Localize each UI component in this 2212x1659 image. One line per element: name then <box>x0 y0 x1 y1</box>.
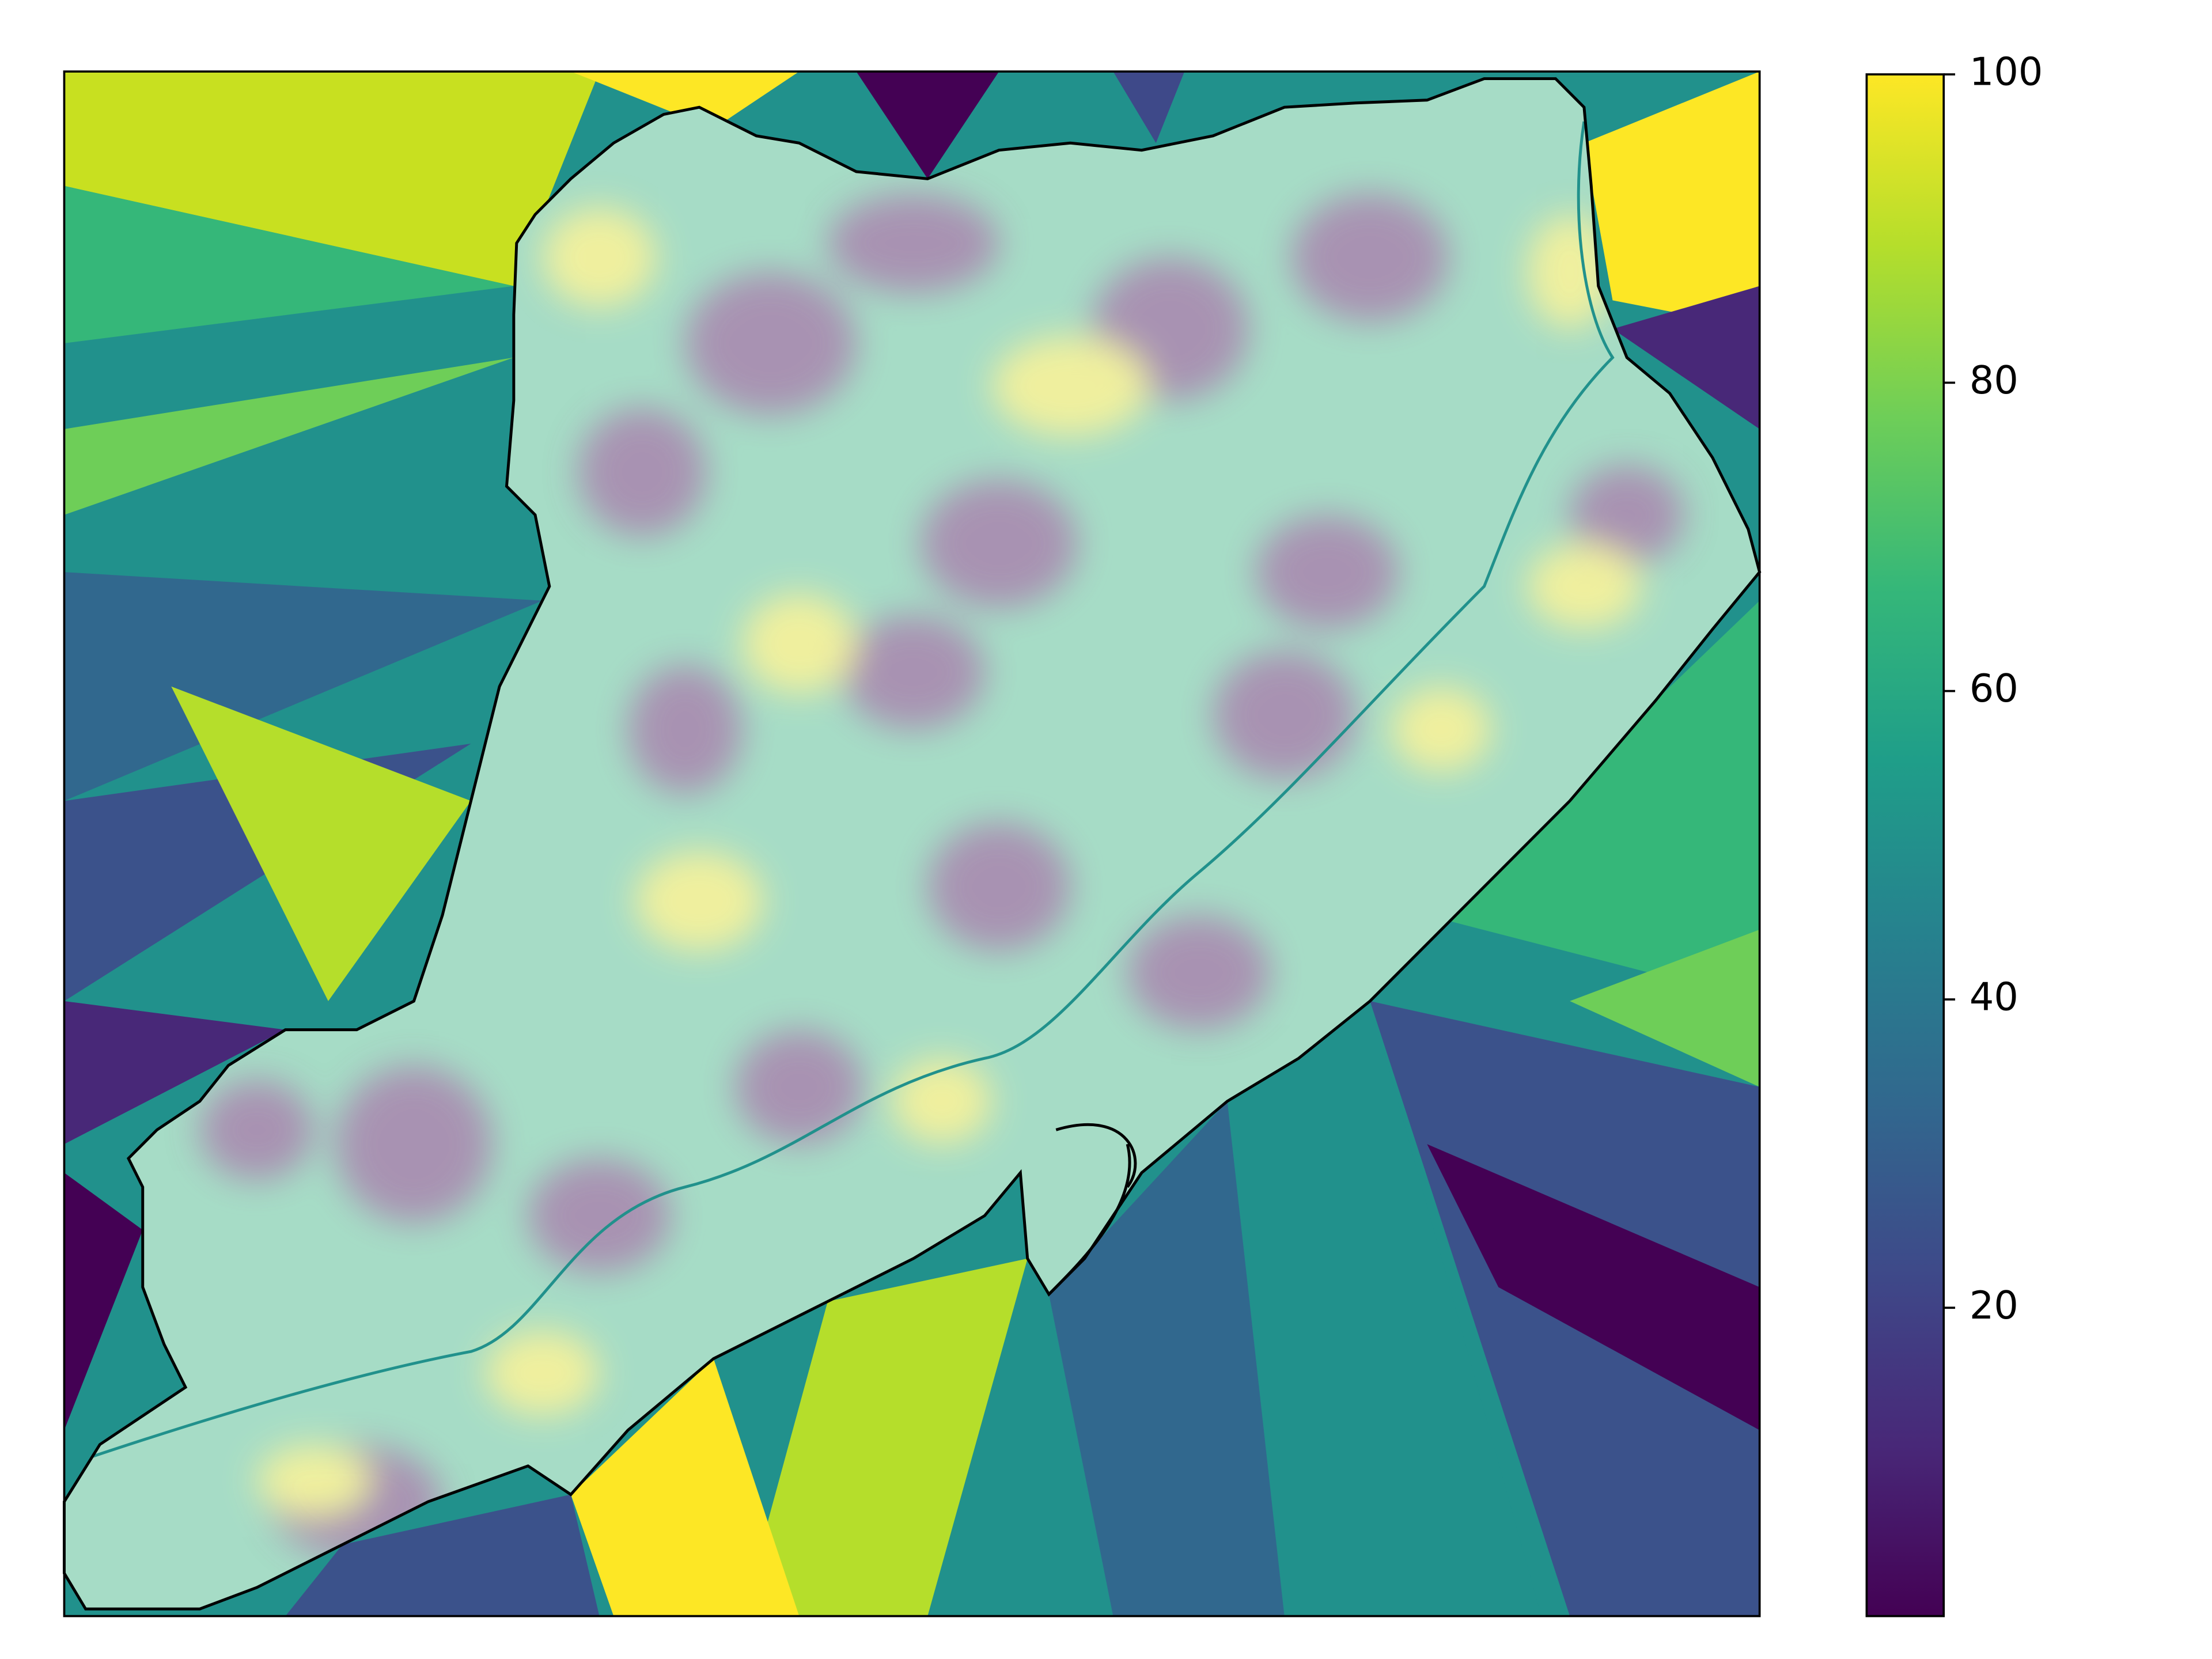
map-frame <box>63 70 1761 1618</box>
colorbar-tick-label: 40 <box>1969 974 2018 1019</box>
colorbar-tick-label: 20 <box>1969 1283 2018 1328</box>
colorbar-tick-label: 80 <box>1969 358 2018 403</box>
colorbar-tick-label: 100 <box>1969 50 2043 94</box>
colorbar <box>1865 73 1945 1618</box>
route-line <box>85 121 1615 1460</box>
colorbar-tick-label: 60 <box>1969 666 2018 711</box>
coastline-detail <box>1048 1123 1137 1296</box>
